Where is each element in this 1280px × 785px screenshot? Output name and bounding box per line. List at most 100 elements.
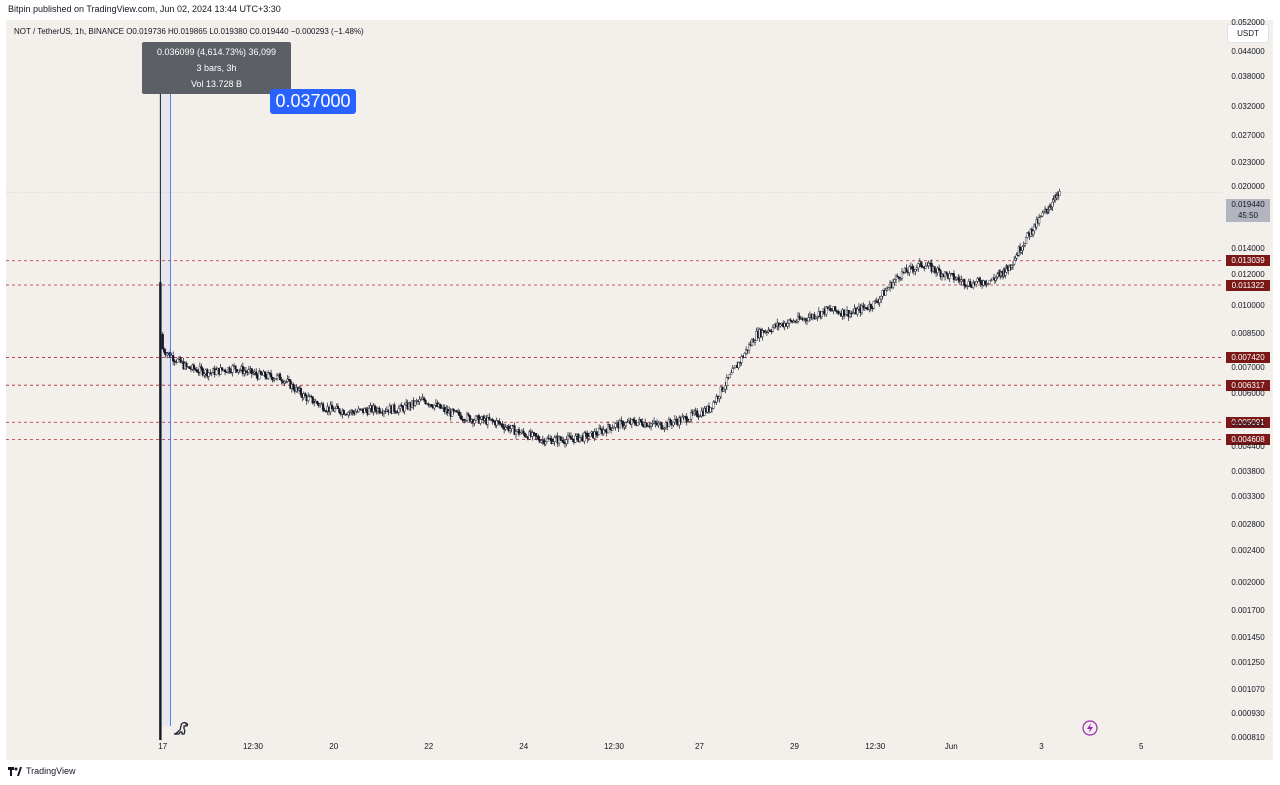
candle-body — [586, 432, 589, 439]
candle-body — [650, 423, 653, 427]
candle-body — [761, 330, 764, 337]
lightning-icon[interactable] — [1082, 720, 1098, 736]
y-axis-tick-label: 0.038000 — [1231, 72, 1265, 82]
candle-body — [899, 278, 902, 280]
tradingview-logo-icon — [8, 766, 22, 776]
candle-body — [731, 368, 734, 373]
candle-body — [848, 313, 852, 318]
candle-body — [768, 329, 771, 332]
candle-body — [373, 405, 377, 411]
candle-body — [728, 374, 731, 378]
candle-body — [419, 399, 423, 401]
dinosaur-icon[interactable] — [171, 718, 191, 738]
candle-body — [422, 397, 426, 401]
candle-body — [829, 308, 832, 311]
candle-body — [730, 372, 733, 375]
candle-body — [685, 416, 688, 423]
level-price-badge: 0.011322 — [1226, 279, 1270, 291]
candle-body — [654, 421, 657, 424]
candle-body — [690, 411, 693, 420]
candle-body — [771, 327, 774, 332]
candle-body — [975, 281, 978, 285]
candle-body — [430, 404, 433, 407]
y-axis-tick-label: 0.001250 — [1231, 658, 1265, 668]
y-axis-tick-label: 0.001700 — [1231, 605, 1265, 615]
candle-body — [307, 396, 310, 401]
candle-body — [172, 355, 175, 362]
candle-body — [413, 400, 417, 406]
candle-body — [243, 370, 246, 374]
candle-body — [532, 432, 535, 434]
candle-body — [356, 411, 359, 413]
candle-body — [969, 281, 972, 287]
currency-selector[interactable]: USDT — [1227, 24, 1269, 43]
measure-range-fill — [160, 81, 171, 726]
candle-body — [724, 385, 727, 390]
y-axis-tick-label: 0.004400 — [1231, 442, 1265, 452]
candle-body — [618, 420, 622, 429]
candle-body — [455, 410, 458, 413]
y-axis-tick-label: 0.002800 — [1231, 519, 1265, 529]
candle-body — [270, 373, 273, 378]
y-axis-tick-label: 0.000930 — [1231, 709, 1265, 719]
candle-body — [733, 367, 736, 369]
candle-body — [960, 279, 963, 282]
candle-body — [231, 365, 234, 373]
x-axis-tick-label: 12:30 — [242, 742, 264, 751]
candle-body — [721, 386, 724, 392]
candle-body — [804, 318, 807, 321]
candle-body — [945, 271, 948, 274]
candle-body — [826, 306, 829, 309]
candle-body — [926, 265, 929, 267]
candle-body — [540, 440, 543, 443]
y-axis-tick-label: 0.005000 — [1231, 420, 1265, 430]
candle-body — [737, 362, 740, 368]
candle-body — [299, 388, 302, 395]
candle-body — [645, 422, 648, 427]
candle-body — [1027, 232, 1030, 234]
candle-body — [1023, 243, 1026, 246]
footer-brand[interactable]: TradingView — [8, 766, 76, 776]
candle-body — [578, 437, 581, 442]
candle-body — [1058, 190, 1061, 196]
x-axis-tick-label: 24 — [519, 742, 529, 751]
candle-body — [1015, 254, 1018, 259]
candle-body — [632, 419, 635, 421]
candle-body — [207, 372, 210, 377]
candle-body — [311, 396, 314, 404]
candle-body — [568, 435, 571, 437]
x-axis-tick-label: 20 — [329, 742, 339, 751]
candle-body — [948, 273, 951, 279]
candle-body — [788, 319, 791, 324]
y-axis-tick-label: 0.010000 — [1231, 301, 1265, 311]
candle-body — [789, 319, 792, 321]
candle-body — [498, 421, 501, 425]
candle-body — [501, 423, 504, 428]
candle-body — [663, 427, 666, 430]
candle-body — [1026, 232, 1029, 239]
candle-body — [278, 373, 282, 381]
candle-body — [989, 279, 993, 281]
level-price-badge: 0.007420 — [1226, 352, 1270, 364]
candle-body — [911, 266, 914, 270]
candle-body — [712, 401, 715, 409]
candle-body — [851, 312, 855, 314]
candle-body — [641, 421, 644, 426]
y-axis-tick-label: 0.027000 — [1231, 130, 1265, 140]
candle-body — [330, 404, 334, 409]
chart-pane[interactable] — [6, 20, 1273, 760]
candle-body — [467, 413, 470, 416]
candle-body — [681, 416, 684, 423]
symbol-ohlc-legend[interactable]: NOT / TetherUS, 1h, BINANCE O0.019736 H0… — [14, 27, 364, 36]
candle-body — [835, 310, 838, 312]
y-axis-tick-label: 0.003800 — [1231, 467, 1265, 477]
candle-body — [672, 421, 675, 426]
candle-body — [237, 370, 240, 373]
candle-body — [188, 366, 191, 369]
candle-body — [633, 420, 636, 424]
level-price-badge: 0.006317 — [1226, 379, 1270, 391]
candle-body — [488, 417, 491, 420]
y-axis-tick-label: 0.002000 — [1231, 577, 1265, 587]
candle-body — [508, 428, 512, 431]
